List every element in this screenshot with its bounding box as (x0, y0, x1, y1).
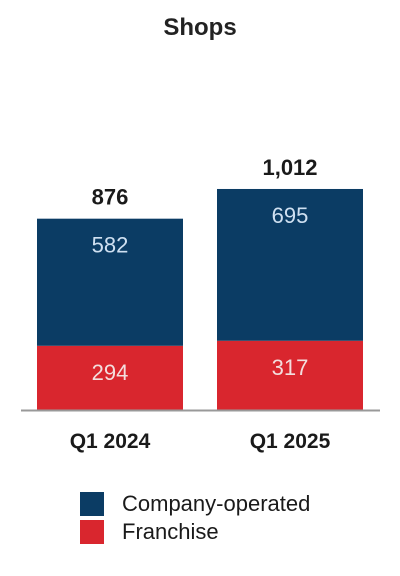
legend-swatch-franchise (80, 520, 104, 544)
total-label-q1-2025: 1,012 (262, 155, 317, 180)
bar-company-operated-q1-2025 (217, 188, 363, 341)
legend: Company-operated Franchise (80, 490, 310, 546)
data-label-franchise-q1-2025: 317 (272, 355, 309, 380)
stacked-bar-chart: 294 582 876 Q1 2024 317 695 1,012 Q1 2025 (21, 155, 380, 453)
category-label-q1-2025: Q1 2025 (250, 430, 331, 453)
category-label-q1-2024: Q1 2024 (70, 430, 151, 453)
legend-item-company-operated: Company-operated (80, 490, 310, 518)
bar-company-operated-q1-2024 (37, 218, 183, 346)
chart-title: Shops (163, 14, 237, 41)
data-label-company-operated-q1-2024: 582 (92, 233, 129, 258)
legend-item-franchise: Franchise (80, 518, 310, 546)
data-label-company-operated-q1-2025: 695 (272, 203, 309, 228)
legend-label-company-operated: Company-operated (122, 491, 311, 516)
legend-swatch-company-operated (80, 492, 104, 516)
bar-franchise-q1-2025 (217, 340, 363, 410)
bar-franchise-q1-2024 (37, 345, 183, 410)
total-label-q1-2024: 876 (92, 185, 129, 210)
data-label-franchise-q1-2024: 294 (92, 360, 129, 385)
legend-label-franchise: Franchise (122, 519, 219, 544)
